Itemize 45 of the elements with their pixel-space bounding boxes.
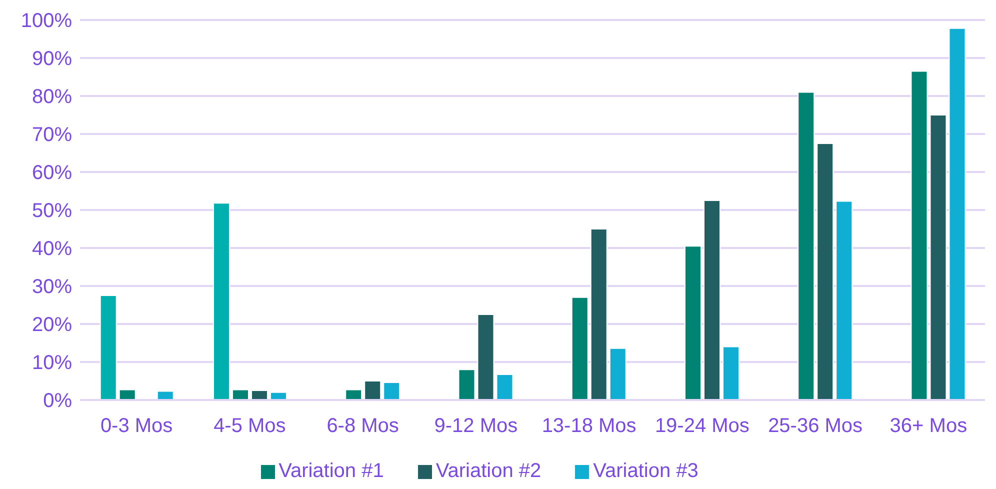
- bar: [798, 92, 815, 400]
- bar: [250, 390, 268, 400]
- bar: [816, 143, 834, 400]
- bar: [212, 202, 230, 400]
- bar: [684, 246, 702, 400]
- bar: [836, 200, 853, 400]
- y-tick-label: 50%: [32, 200, 72, 222]
- legend-label: Variation #3: [593, 460, 698, 482]
- y-tick-label: 80%: [32, 86, 72, 108]
- bar: [232, 389, 249, 400]
- bar: [118, 389, 136, 400]
- bar: [496, 374, 514, 400]
- x-tick-label: 36+ Mos: [890, 415, 968, 438]
- bar: [590, 228, 608, 400]
- bar: [609, 348, 626, 400]
- bar: [571, 296, 588, 400]
- y-tick-label: 100%: [20, 10, 72, 32]
- bar: [100, 295, 117, 400]
- x-tick-label: 13-18 Mos: [542, 415, 636, 438]
- y-tick-label: 60%: [32, 162, 72, 184]
- bar: [458, 369, 476, 400]
- y-tick-label: 30%: [32, 276, 72, 298]
- bar: [383, 382, 400, 400]
- x-tick-label: 0-3 Mos: [100, 415, 173, 438]
- y-tick-label: 20%: [32, 314, 72, 336]
- y-tick-label: 0%: [43, 390, 72, 412]
- y-tick-label: 70%: [32, 124, 72, 146]
- bar: [930, 114, 947, 400]
- legend-label: Variation #2: [436, 460, 542, 482]
- y-tick-label: 40%: [32, 238, 72, 260]
- y-tick-label: 90%: [32, 48, 72, 70]
- bar: [948, 28, 966, 400]
- y-tick-label: 10%: [32, 352, 72, 374]
- bar: [910, 70, 928, 400]
- bar: [345, 389, 362, 400]
- bar: [477, 314, 494, 400]
- legend-label: Variation #1: [278, 460, 384, 482]
- bar: [703, 200, 720, 400]
- x-tick-label: 9-12 Mos: [434, 415, 518, 438]
- bar: [722, 346, 740, 400]
- x-tick-label: 25-36 Mos: [768, 415, 863, 438]
- x-tick-label: 4-5 Mos: [214, 415, 286, 438]
- x-tick-label: 19-24 Mos: [654, 415, 750, 438]
- bar: [364, 380, 382, 400]
- x-tick-label: 6-8 Mos: [326, 415, 399, 438]
